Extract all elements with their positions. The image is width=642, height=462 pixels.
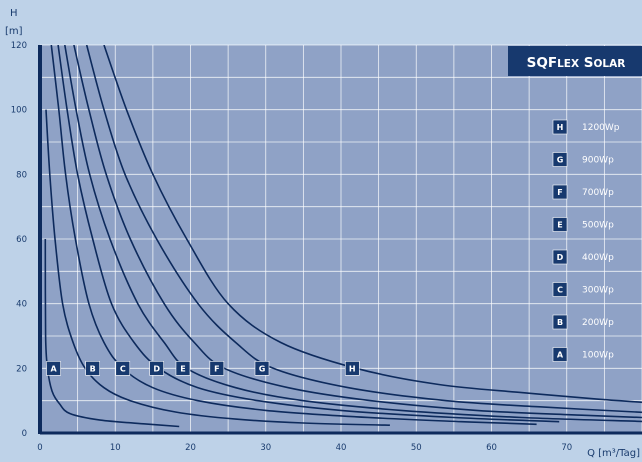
curve-label-text: G xyxy=(259,364,266,373)
legend-label: 300Wp xyxy=(582,286,614,296)
curve-label-H: H xyxy=(344,361,360,376)
curve-label-text: C xyxy=(120,364,126,373)
y-tick-label: 80 xyxy=(16,170,27,180)
x-tick-label: 50 xyxy=(411,443,422,453)
curve-label-text: D xyxy=(153,364,160,373)
curve-label-box xyxy=(254,361,270,376)
curve-label-box xyxy=(344,361,360,376)
curve-B xyxy=(45,109,390,426)
legend-key-box xyxy=(552,314,568,330)
legend-key-text: A xyxy=(557,351,564,360)
legend-key-text: F xyxy=(557,188,562,197)
legend-label: 900Wp xyxy=(582,156,614,166)
legend-key-text: G xyxy=(557,156,564,165)
legend-label: 700Wp xyxy=(582,188,614,198)
x-tick-label: 40 xyxy=(336,443,347,453)
curve-label-box xyxy=(115,361,131,376)
grid xyxy=(40,44,642,433)
x-tick-label: 20 xyxy=(185,443,196,453)
curve-label-C: C xyxy=(115,361,131,376)
legend-label: 400Wp xyxy=(582,253,614,263)
legend-item-D: D 400Wp xyxy=(552,249,614,265)
legend-key-box xyxy=(552,119,568,135)
curve-label-text: A xyxy=(50,364,57,373)
curve-label-A: A xyxy=(46,361,61,376)
x-tick-labels: 0 10 20 30 40 50 60 70 xyxy=(37,443,572,453)
curve-label-text: H xyxy=(349,364,356,373)
legend-key-text: E xyxy=(557,221,562,230)
legend-item-G: G 900Wp xyxy=(552,152,614,167)
y-axis-label: H xyxy=(10,8,18,19)
legend-item-E: E 500Wp xyxy=(552,217,614,232)
chart-title: SQFLEX SOLAR xyxy=(527,55,626,71)
legend-key-box xyxy=(552,152,568,167)
legend-key-box xyxy=(552,217,568,232)
legend-label: 1200Wp xyxy=(582,123,620,133)
curve-label-B: B xyxy=(85,361,100,376)
curve-H xyxy=(103,45,642,404)
legend-item-C: C 300Wp xyxy=(552,282,614,297)
curve-label-G: G xyxy=(254,361,270,376)
curve-label-box xyxy=(149,361,164,376)
curve-label-text: F xyxy=(214,364,219,373)
legend-label: 100Wp xyxy=(582,351,614,361)
curve-label-text: B xyxy=(90,364,96,373)
x-tick-label: 30 xyxy=(260,443,271,453)
y-tick-labels: 0 20 40 60 80 100 120 xyxy=(11,41,27,439)
curve-G xyxy=(85,45,642,414)
curve-label-E: E xyxy=(175,361,191,376)
curve-labels: A B C D E F G H xyxy=(46,361,360,376)
legend-key-box xyxy=(552,184,568,200)
y-tick-label: 20 xyxy=(16,364,27,374)
y-tick-label: 120 xyxy=(11,41,27,51)
title-background xyxy=(508,46,642,76)
legend-key-text: H xyxy=(557,123,564,132)
curve-A xyxy=(44,238,180,428)
legend-key-text: C xyxy=(557,286,563,295)
x-tick-label: 70 xyxy=(561,443,572,453)
y-tick-label: 60 xyxy=(16,235,27,245)
legend-item-F: F 700Wp xyxy=(552,184,614,200)
curve-label-D: D xyxy=(149,361,164,376)
legend-label: 200Wp xyxy=(582,318,614,328)
x-tick-label: 10 xyxy=(110,443,121,453)
curve-label-box xyxy=(46,361,61,376)
y-tick-label: 100 xyxy=(11,106,27,116)
legend-key-box xyxy=(552,249,568,265)
legend-label: 500Wp xyxy=(582,221,614,231)
legend-item-B: B 200Wp xyxy=(552,314,614,330)
curve-label-F: F xyxy=(209,361,225,376)
curve-label-text: E xyxy=(180,364,185,373)
legend-key-box xyxy=(552,347,568,362)
curve-label-box xyxy=(175,361,191,376)
legend-key-text: D xyxy=(557,253,564,262)
x-axis-label: Q [m³/Tag] xyxy=(587,448,640,459)
y-tick-label: 40 xyxy=(16,300,27,310)
y-tick-label: 0 xyxy=(22,429,27,439)
x-tick-label: 0 xyxy=(37,443,42,453)
y-axis-unit: [m] xyxy=(5,26,23,37)
legend-key-text: B xyxy=(557,318,563,327)
curve-label-box xyxy=(209,361,225,376)
legend-item-H: H 1200Wp xyxy=(552,119,620,135)
legend-key-box xyxy=(552,282,568,297)
x-tick-label: 60 xyxy=(486,443,497,453)
title-box: SQFLEX SOLAR xyxy=(508,46,642,76)
legend-item-A: A 100Wp xyxy=(552,347,614,362)
legend: A 100Wp B 200Wp C 300Wp D 400Wp E 500Wp F 700Wp G 900… xyxy=(552,119,620,362)
curve-label-box xyxy=(85,361,100,376)
